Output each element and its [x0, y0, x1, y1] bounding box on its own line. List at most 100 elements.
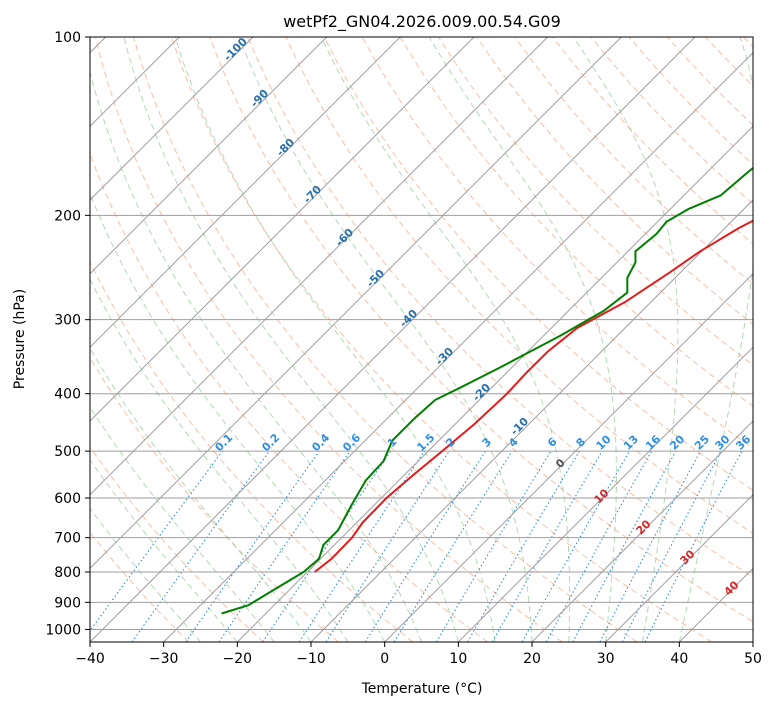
dry-adiabat-line: [132, 37, 638, 642]
mixing-ratio-line: [90, 450, 223, 632]
mixing-ratio-label: 4: [506, 435, 521, 450]
mixing-ratio-label: 36: [733, 432, 753, 452]
isotherm-label: -70: [301, 183, 324, 206]
moist-adiabat-line: [90, 278, 349, 642]
y-tick-label: 300: [54, 313, 81, 329]
dry-adiabat-line: [476, 37, 753, 325]
isotherm-label: -40: [397, 307, 420, 330]
dry-adiabat-line: [90, 260, 414, 642]
mixing-ratio-label: 3: [480, 435, 495, 450]
adiabat-label: 30: [678, 547, 698, 567]
isotherm-line: [678, 567, 753, 642]
dry-adiabat-line: [90, 152, 488, 642]
moist-adiabat-line: [90, 347, 312, 642]
y-tick-label: 800: [54, 565, 81, 581]
moist-adiabats: [90, 37, 753, 642]
y-tick-label: 1000: [45, 622, 81, 638]
moist-adiabat-line: [90, 70, 422, 642]
isotherm-line: [90, 37, 401, 349]
isotherm-line: [384, 272, 753, 642]
isobar-gridlines: [90, 37, 753, 630]
mixing-ratio-label: 6: [545, 435, 560, 450]
moist-adiabat-line: [678, 37, 753, 642]
dry-adiabat-line: [171, 37, 712, 642]
x-tick-label: −10: [296, 651, 326, 667]
dry-adiabat-line: [90, 531, 190, 642]
mixing-ratio-line: [185, 450, 320, 642]
isotherm-line: [90, 37, 549, 496]
y-tick-label: 600: [54, 491, 81, 507]
adiabat-label: 40: [722, 578, 742, 598]
isotherm-line: [90, 37, 696, 642]
x-tick-label: −30: [149, 651, 179, 667]
isotherm-label: -10: [508, 415, 531, 438]
isotherm-gridlines: [90, 37, 753, 642]
x-tick-label: 10: [449, 651, 467, 667]
mixing-ratio-label: 16: [643, 432, 663, 452]
dry-adiabat-line: [437, 37, 753, 366]
isotherm-label: -80: [274, 136, 297, 159]
x-tick-label: −20: [223, 651, 253, 667]
temperature-line: [314, 219, 753, 573]
dry-adiabat-line: [90, 356, 339, 642]
moist-adiabat-line: [174, 37, 496, 642]
isotherm-line: [752, 641, 753, 642]
background-labels: -100-90-80-70-60-50-40-30-20-100.1 0.2 0.4…: [212, 37, 753, 599]
y-tick-label: 500: [54, 444, 81, 460]
mixing-ratio-label: 8: [574, 435, 589, 450]
isotherm-label: -30: [433, 345, 456, 368]
mixing-ratio-line: [521, 450, 630, 642]
mixing-ratio-lines: [90, 450, 743, 642]
isotherm-line: [90, 37, 475, 422]
dry-adiabat-line: [323, 37, 753, 491]
mixing-ratio-line: [545, 450, 653, 642]
mixing-ratio-label: 25: [692, 433, 712, 453]
x-tick-label: 40: [670, 651, 688, 667]
y-axis-ticks: 1000 900 800 700 600 500 400 300 200 100: [45, 30, 90, 638]
mixing-ratio-line: [572, 450, 677, 642]
isotherm-label: -90: [248, 87, 271, 110]
dry-adiabat-line: [743, 37, 753, 48]
moist-adiabat-line: [90, 459, 238, 642]
isotherm-line: [90, 37, 622, 570]
chart-title: wetPf2_GN04.2026.009.00.54.G09: [283, 12, 561, 32]
mixing-ratio-line: [218, 450, 351, 642]
isotherm-label: -60: [333, 226, 356, 249]
x-tick-label: 50: [744, 651, 762, 667]
mixing-ratio-line: [298, 450, 425, 642]
mixing-ratio-line: [467, 450, 580, 642]
mixing-ratio-line: [262, 450, 392, 642]
x-tick-label: 0: [380, 651, 389, 667]
isotherm-line: [531, 420, 753, 642]
dry-adiabat-line: [285, 37, 753, 535]
moist-adiabat-line: [320, 37, 571, 642]
x-tick-label: −40: [75, 651, 105, 667]
y-tick-label: 100: [54, 30, 81, 46]
dry-adiabat-line: [514, 37, 753, 285]
dry-adiabat-line: [590, 37, 753, 205]
mixing-ratio-line: [599, 450, 701, 642]
y-tick-label: 700: [54, 531, 81, 547]
moist-adiabat-line: [90, 406, 275, 642]
sounding-series: [221, 166, 753, 615]
isotherm-label: -20: [470, 381, 493, 404]
dewpoint-line: [221, 166, 753, 615]
adiabat-label: 0: [553, 456, 568, 471]
mixing-ratio-line: [364, 450, 486, 642]
x-tick-label: 20: [523, 651, 541, 667]
dry-adiabat-line: [209, 37, 753, 623]
y-tick-label: 200: [54, 208, 81, 224]
isotherm-line: [90, 37, 328, 275]
mixing-ratio-label: 1: [385, 435, 400, 450]
mixing-ratio-line: [435, 450, 552, 642]
dry-adiabat-line: [90, 446, 264, 642]
mixing-ratio-label: 13: [621, 433, 641, 453]
adiabat-label: 20: [634, 517, 654, 537]
isotherm-line: [605, 493, 753, 642]
moist-adiabat-line: [123, 37, 459, 642]
isotherm-line: [90, 37, 254, 201]
dry-adiabat-line: [247, 37, 753, 578]
dry-adiabat-line: [552, 37, 753, 245]
isotherm-line: [310, 199, 753, 642]
